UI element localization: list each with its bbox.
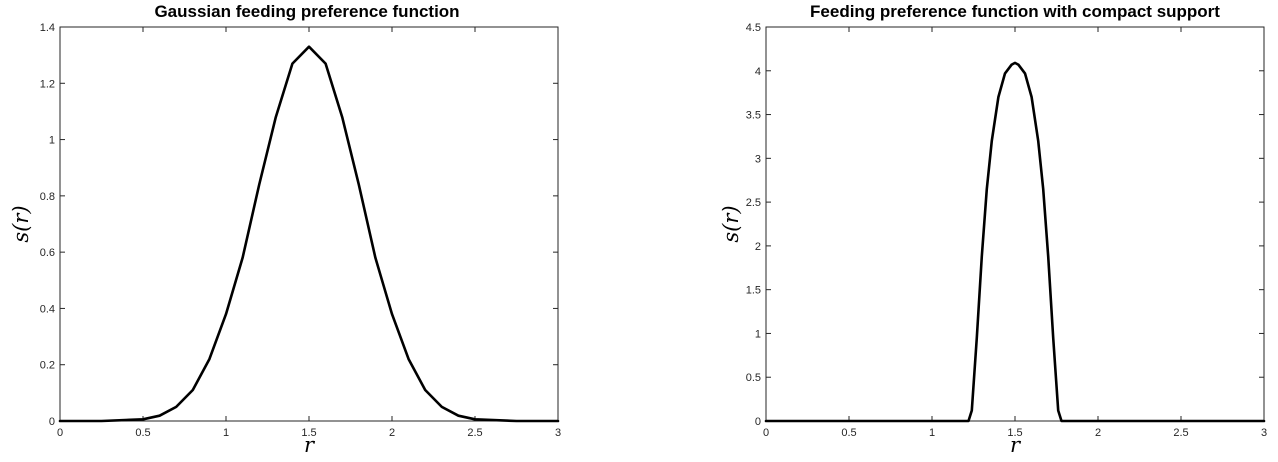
- x-tick-label: 2: [389, 427, 395, 439]
- y-tick-label: 2.5: [746, 197, 761, 209]
- tick-group: 0 0.5 1 1.5 2 2.5 300.511.522.533.544.5: [746, 22, 1267, 439]
- y-tick-label: 2: [755, 241, 761, 253]
- x-tick-label: 3: [555, 427, 561, 439]
- chart-title: Gaussian feeding preference function: [154, 2, 459, 21]
- y-tick-label: 0.5: [746, 372, 761, 384]
- x-tick-label: 0.5: [135, 427, 150, 439]
- y-tick-label: 0.6: [40, 247, 55, 259]
- x-tick-label: 1: [929, 427, 935, 439]
- y-tick-label: 1.2: [40, 78, 55, 90]
- x-tick-label: 2.5: [1173, 427, 1188, 439]
- y-axis-label: s(r): [9, 205, 33, 242]
- plot-area-frame: [60, 27, 558, 421]
- chart-title: Feeding preference function with compact…: [810, 2, 1220, 21]
- y-tick-label: 1.4: [40, 22, 55, 34]
- y-tick-label: 1: [755, 328, 761, 340]
- y-tick-label: 0.8: [40, 191, 55, 203]
- chart-panel-left: Gaussian feeding preference function 0 0.…: [9, 2, 561, 457]
- series-line: [766, 63, 1264, 421]
- x-tick-label: 0: [763, 427, 769, 439]
- x-tick-label: 0: [57, 427, 63, 439]
- y-tick-label: 3: [755, 153, 761, 165]
- y-tick-label: 0: [755, 416, 761, 428]
- plot-area-frame: [766, 27, 1264, 421]
- y-tick-label: 0: [49, 416, 55, 428]
- x-tick-label: 2.5: [467, 427, 482, 439]
- x-tick-label: 0.5: [841, 427, 856, 439]
- y-tick-label: 1: [49, 135, 55, 147]
- y-tick-label: 1.5: [746, 285, 761, 297]
- y-axis-label: s(r): [719, 205, 743, 242]
- y-tick-label: 4.5: [746, 22, 761, 34]
- chart-panel-right: Feeding preference function with compact…: [719, 2, 1267, 457]
- x-tick-label: 1: [223, 427, 229, 439]
- series-line: [60, 47, 558, 421]
- y-tick-label: 0.2: [40, 360, 55, 372]
- y-tick-label: 4: [755, 66, 761, 78]
- y-tick-label: 0.4: [40, 303, 55, 315]
- x-tick-label: 2: [1095, 427, 1101, 439]
- tick-group: 0 0.5 1 1.5 2 2.5 300.20.40.60.811.21.4: [40, 22, 561, 439]
- y-tick-label: 3.5: [746, 110, 761, 122]
- x-tick-label: 3: [1261, 427, 1267, 439]
